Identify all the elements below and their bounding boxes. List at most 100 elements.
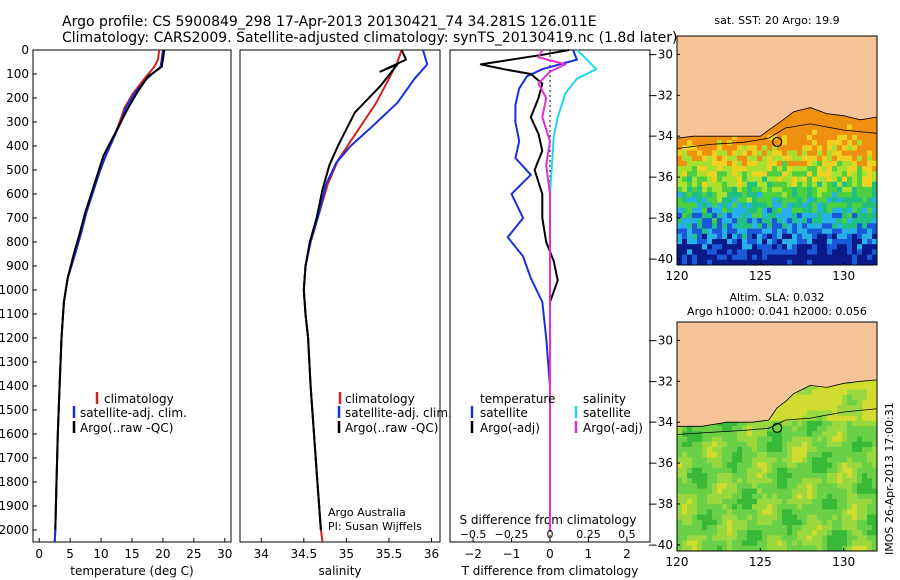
ocean-cell: [822, 457, 828, 464]
ocean-cell: [837, 540, 843, 547]
ocean-cell: [727, 202, 733, 209]
ocean-cell: [722, 524, 728, 531]
ocean-cell: [722, 540, 728, 547]
ocean-cell: [832, 540, 838, 547]
ocean-cell: [762, 259, 768, 265]
ocean-cell: [862, 394, 868, 401]
ocean-cell: [812, 441, 818, 448]
ocean-cell: [827, 498, 833, 505]
ocean-cell: [697, 254, 703, 261]
depth-tick-label: 2000: [0, 523, 29, 537]
ocean-cell: [822, 238, 828, 245]
ocean-cell: [697, 166, 703, 172]
ocean-cell: [797, 545, 803, 551]
ocean-cell: [727, 530, 733, 536]
ocean-cell: [802, 410, 808, 417]
ocean-cell: [852, 410, 858, 417]
ocean-cell: [837, 181, 843, 188]
ocean-cell: [837, 140, 843, 146]
ocean-cell: [837, 431, 843, 438]
ocean-cell: [737, 498, 743, 505]
ocean-cell: [762, 238, 768, 245]
ocean-cell: [807, 384, 813, 391]
ocean-cell: [827, 483, 833, 490]
legend-t-satellite-label: satellite: [480, 406, 528, 420]
ocean-cell: [767, 462, 773, 469]
ocean-cell: [792, 452, 798, 458]
ocean-cell: [807, 223, 813, 230]
ocean-cell: [722, 223, 728, 230]
ocean-cell: [837, 545, 843, 551]
ocean-cell: [807, 483, 813, 490]
x-tick-label: −1: [503, 547, 521, 561]
ocean-cell: [852, 394, 858, 401]
series-line: [302, 49, 403, 543]
ocean-cell: [742, 452, 748, 458]
ocean-cell: [762, 540, 768, 547]
ocean-cell: [677, 186, 683, 193]
ocean-cell: [807, 514, 813, 521]
ocean-cell: [787, 462, 793, 469]
ocean-cell: [847, 197, 853, 204]
ocean-cell: [812, 498, 818, 505]
ocean-cell: [737, 150, 743, 157]
sla-map-title-line-1: Altim. SLA: 0.032: [729, 291, 824, 304]
ocean-cell: [817, 186, 823, 193]
ocean-cell: [787, 524, 793, 531]
ocean-cell: [787, 483, 793, 490]
ocean-cell: [697, 519, 703, 526]
ocean-cell: [807, 254, 813, 261]
ocean-cell: [762, 160, 768, 167]
ocean-cell: [857, 233, 863, 240]
ocean-cell: [817, 181, 823, 188]
ocean-cell: [867, 197, 873, 204]
ocean-cell: [677, 509, 683, 516]
ocean-cell: [842, 207, 848, 214]
ocean-cell: [762, 483, 768, 490]
s-tick-label: 0.5: [618, 528, 636, 541]
ocean-cell: [707, 228, 713, 235]
ocean-cell: [777, 504, 783, 510]
ocean-cell: [862, 493, 868, 500]
ocean-cell: [847, 218, 853, 224]
ocean-cell: [787, 467, 793, 474]
ocean-cell: [707, 134, 713, 141]
ocean-cell: [702, 197, 708, 204]
ocean-cell: [762, 514, 768, 521]
ocean-cell: [747, 441, 753, 448]
ocean-cell: [702, 493, 708, 500]
ocean-cell: [752, 535, 758, 542]
ocean-cell: [822, 389, 828, 396]
ocean-cell: [792, 405, 798, 412]
ocean-cell: [707, 467, 713, 474]
ocean-cell: [847, 410, 853, 417]
ocean-cell: [772, 519, 778, 526]
ocean-cell: [867, 166, 873, 172]
ocean-cell: [862, 212, 868, 219]
ocean-cell: [677, 244, 683, 250]
legend-argo-label: Argo(..raw -QC): [80, 421, 173, 435]
ocean-cell: [682, 238, 688, 245]
ocean-cell: [677, 160, 683, 167]
ocean-cell: [802, 212, 808, 219]
ocean-cell: [792, 114, 798, 120]
ocean-cell: [692, 540, 698, 547]
ocean-cell: [692, 431, 698, 438]
ocean-cell: [832, 504, 838, 510]
ocean-cell: [717, 249, 723, 256]
ocean-cell: [827, 140, 833, 146]
ocean-cell: [692, 238, 698, 245]
ocean-cell: [727, 524, 733, 531]
ocean-cell: [817, 249, 823, 256]
ocean-cell: [817, 483, 823, 490]
ocean-cell: [827, 493, 833, 500]
sla-map-frame: [676, 321, 878, 552]
ocean-cell: [787, 119, 793, 126]
ocean-cell: [817, 202, 823, 209]
ocean-cell: [752, 145, 758, 152]
ocean-cell: [747, 514, 753, 521]
ocean-cell: [782, 488, 788, 495]
ocean-cell: [807, 540, 813, 547]
ocean-cell: [792, 244, 798, 250]
ocean-cell: [722, 207, 728, 214]
